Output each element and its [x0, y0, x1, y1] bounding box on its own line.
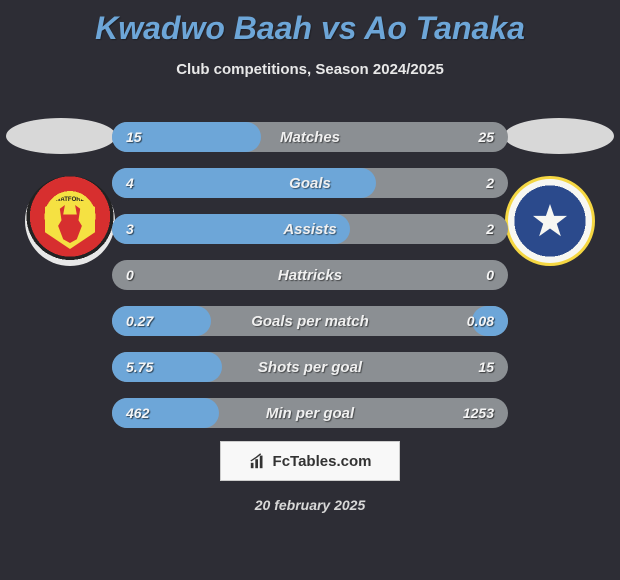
stat-label: Shots per goal: [258, 359, 362, 376]
subtitle: Club competitions, Season 2024/2025: [0, 61, 620, 78]
stat-left-value: 5.75: [126, 359, 153, 375]
stat-right-value: 0: [486, 267, 494, 283]
stat-label: Goals per match: [251, 313, 369, 330]
stat-row: 462 Min per goal 1253: [112, 398, 508, 428]
stat-left-value: 4: [126, 175, 134, 191]
stat-row: 0 Hattricks 0: [112, 260, 508, 290]
stat-label: Assists: [283, 221, 336, 238]
stat-row: 15 Matches 25: [112, 122, 508, 152]
stat-label: Goals: [289, 175, 331, 192]
stat-label: Min per goal: [266, 405, 354, 422]
stat-row: 3 Assists 2: [112, 214, 508, 244]
watford-shield: WATFORD: [45, 193, 95, 249]
footer-brand-text: FcTables.com: [273, 453, 372, 470]
stat-fill-left: [112, 168, 376, 198]
stat-row: 0.27 Goals per match 0.08: [112, 306, 508, 336]
stat-right-value: 0.08: [467, 313, 494, 329]
stat-left-value: 462: [126, 405, 149, 421]
stat-right-value: 25: [478, 129, 494, 145]
right-player-shadow: [504, 118, 614, 154]
footer-date: 20 february 2025: [0, 497, 620, 513]
stat-label: Matches: [280, 129, 340, 146]
page-title: Kwadwo Baah vs Ao Tanaka: [0, 0, 620, 47]
stats-container: 15 Matches 25 4 Goals 2 3 Assists 2 0 Hattricks 0 0.…: [112, 122, 508, 444]
left-player-shadow: [6, 118, 116, 154]
chart-icon: [249, 452, 267, 470]
stat-left-value: 15: [126, 129, 142, 145]
stat-left-value: 0: [126, 267, 134, 283]
left-team-crest: WATFORD: [25, 176, 115, 266]
stat-row: 4 Goals 2: [112, 168, 508, 198]
stat-right-value: 2: [486, 221, 494, 237]
leeds-rose-icon: [533, 204, 567, 238]
watford-crest-text: WATFORD: [55, 197, 85, 203]
stat-right-value: 1253: [463, 405, 494, 421]
stat-label: Hattricks: [278, 267, 342, 284]
stat-left-value: 3: [126, 221, 134, 237]
stat-right-value: 15: [478, 359, 494, 375]
stat-left-value: 0.27: [126, 313, 153, 329]
right-team-crest: [505, 176, 595, 266]
leeds-inner-circle: [514, 185, 586, 257]
stat-right-value: 2: [486, 175, 494, 191]
stat-row: 5.75 Shots per goal 15: [112, 352, 508, 382]
footer-brand-badge[interactable]: FcTables.com: [220, 441, 400, 481]
watford-moose-icon: [53, 205, 87, 243]
